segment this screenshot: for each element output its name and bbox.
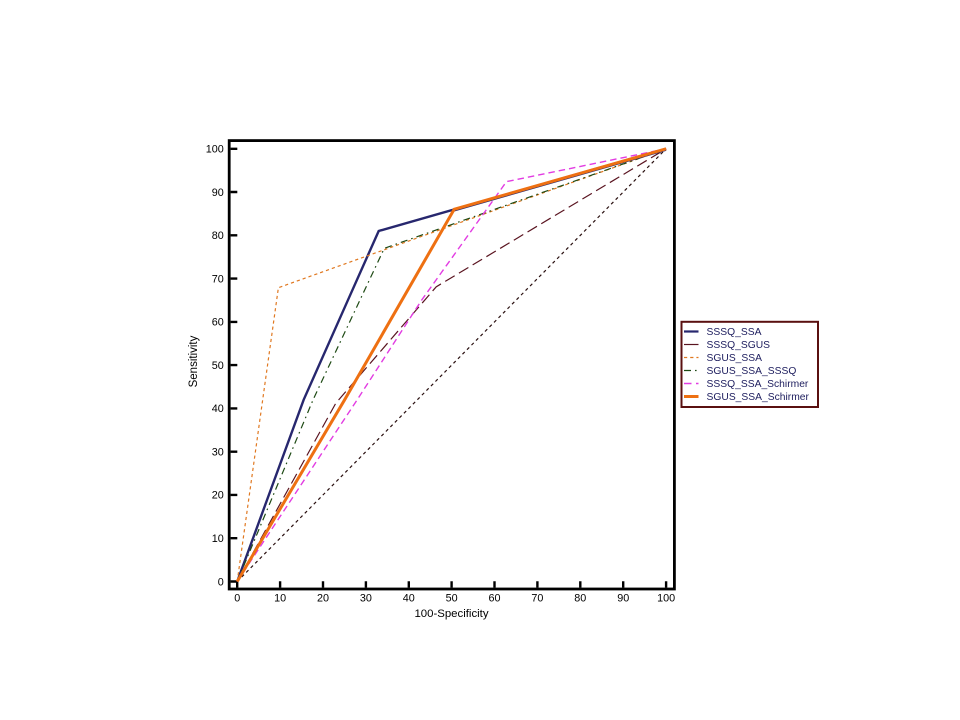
svg-text:0: 0 <box>218 576 224 588</box>
svg-text:SSSQ_SGUS: SSSQ_SGUS <box>707 340 771 351</box>
svg-text:30: 30 <box>360 593 372 605</box>
svg-text:80: 80 <box>574 593 586 605</box>
svg-text:20: 20 <box>317 593 329 605</box>
svg-text:40: 40 <box>212 403 224 415</box>
svg-text:100: 100 <box>206 144 224 156</box>
svg-text:Sensitivity: Sensitivity <box>188 335 200 387</box>
svg-text:30: 30 <box>212 447 224 459</box>
svg-text:60: 60 <box>488 593 500 605</box>
svg-text:SSSQ_SSA: SSSQ_SSA <box>707 327 762 338</box>
svg-text:50: 50 <box>446 593 458 605</box>
svg-text:SGUS_SSA_Schirmer: SGUS_SSA_Schirmer <box>707 392 810 403</box>
svg-text:100-Specificity: 100-Specificity <box>414 608 488 620</box>
svg-text:SGUS_SSA: SGUS_SSA <box>707 353 763 364</box>
svg-text:0: 0 <box>234 593 240 605</box>
svg-text:SSSQ_SSA_Schirmer: SSSQ_SSA_Schirmer <box>707 379 809 390</box>
svg-text:90: 90 <box>212 187 224 199</box>
svg-text:90: 90 <box>617 593 629 605</box>
svg-text:SGUS_SSA_SSSQ: SGUS_SSA_SSSQ <box>707 366 797 377</box>
svg-text:40: 40 <box>403 593 415 605</box>
svg-text:100: 100 <box>657 593 675 605</box>
svg-text:60: 60 <box>212 317 224 329</box>
svg-text:80: 80 <box>212 230 224 242</box>
svg-text:20: 20 <box>212 490 224 502</box>
svg-text:70: 70 <box>531 593 543 605</box>
svg-text:70: 70 <box>212 273 224 285</box>
svg-text:10: 10 <box>274 593 286 605</box>
svg-text:50: 50 <box>212 360 224 372</box>
svg-text:10: 10 <box>212 533 224 545</box>
